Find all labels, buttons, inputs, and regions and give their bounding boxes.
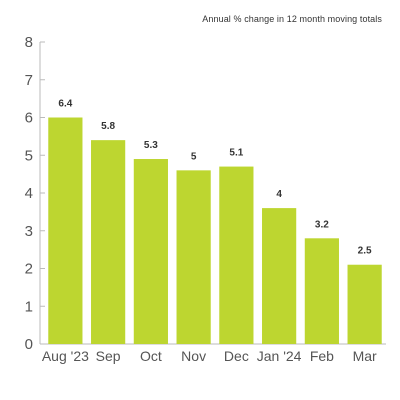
bar xyxy=(48,117,83,344)
bar xyxy=(133,159,168,344)
y-tick-label: 8 xyxy=(25,34,33,51)
data-label: 6.4 xyxy=(58,99,72,110)
y-tick-label: 0 xyxy=(25,336,33,353)
chart-subtitle: Annual % change in 12 month moving total… xyxy=(202,14,382,24)
data-label: 2.5 xyxy=(358,246,372,257)
data-label: 4 xyxy=(276,189,282,200)
x-tick-label: Sep xyxy=(96,348,121,364)
x-tick-label: Aug '23 xyxy=(42,348,89,364)
x-tick-label: Feb xyxy=(310,348,334,364)
x-tick-label: Jan '24 xyxy=(257,348,302,364)
y-tick-label: 1 xyxy=(25,298,33,315)
bar xyxy=(347,264,382,344)
x-tick-label: Dec xyxy=(224,348,249,364)
bar xyxy=(262,208,297,344)
data-label: 5 xyxy=(191,151,197,162)
data-label: 5.8 xyxy=(101,121,115,132)
y-tick-label: 4 xyxy=(25,185,33,202)
y-tick-label: 5 xyxy=(25,147,33,164)
x-tick-label: Mar xyxy=(353,348,377,364)
x-tick-label: Nov xyxy=(181,348,206,364)
x-tick-label: Oct xyxy=(140,348,162,364)
data-label: 5.1 xyxy=(229,148,243,159)
bar xyxy=(304,238,339,344)
y-tick-label: 3 xyxy=(25,223,33,240)
y-tick-label: 7 xyxy=(25,72,33,89)
data-label: 5.3 xyxy=(144,140,158,151)
bar xyxy=(219,166,254,344)
data-label: 3.2 xyxy=(315,219,329,230)
bar xyxy=(176,170,211,344)
bar xyxy=(91,140,126,344)
y-tick-label: 2 xyxy=(25,261,33,278)
y-tick-label: 6 xyxy=(25,110,33,127)
